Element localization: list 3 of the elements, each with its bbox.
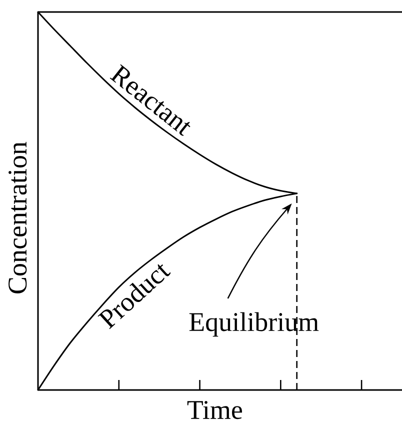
annotation: Equilibrium bbox=[189, 312, 319, 337]
y-axis-title: Concentration bbox=[8, 142, 27, 294]
x-axis-title: Time bbox=[187, 400, 242, 420]
